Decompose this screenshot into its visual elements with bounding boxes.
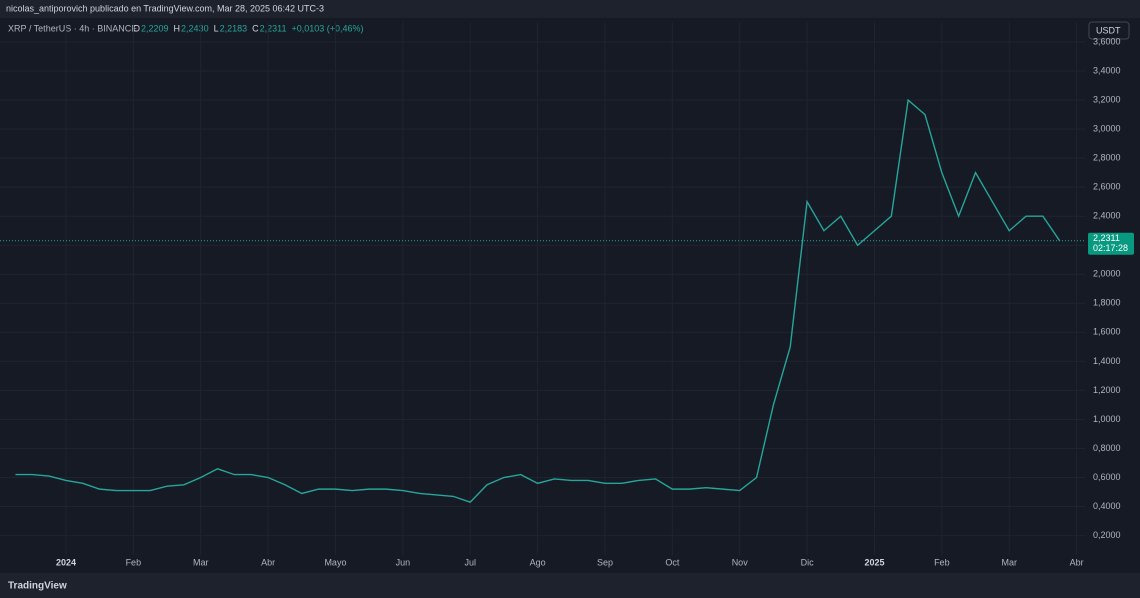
x-tick-label: Nov [732, 557, 749, 567]
ohlc-key: L [214, 23, 219, 33]
price-label-box [1088, 232, 1134, 255]
y-tick-label: 1,2000 [1093, 385, 1121, 395]
currency-button[interactable] [1088, 21, 1130, 40]
bottom-bar [0, 573, 1140, 598]
y-tick-label: 3,4000 [1093, 65, 1121, 75]
y-tick-label: 2,8000 [1093, 153, 1121, 163]
price-label: 2,2311 [1093, 233, 1120, 243]
symbol-name: XRP / TetherUS · 4h · BINANCE [8, 23, 137, 33]
y-tick-label: 1,0000 [1093, 414, 1121, 424]
y-tick-label: 0,2000 [1093, 530, 1121, 540]
y-tick-label: 2,0000 [1093, 269, 1121, 279]
top-bar [0, 0, 1140, 18]
x-tick-label: Mar [193, 557, 209, 567]
x-tick-label: Feb [934, 557, 950, 567]
ohlc-value: 2,2183 [220, 23, 248, 33]
x-tick-label: Oct [665, 557, 680, 567]
change: +0,0103 (+0,46%) [291, 23, 363, 33]
x-tick-label: Mar [1001, 557, 1017, 567]
x-tick-label: Abr [1070, 557, 1084, 567]
y-tick-label: 1,4000 [1093, 356, 1121, 366]
y-tick-label: 3,2000 [1093, 94, 1121, 104]
x-tick-label: Dic [801, 557, 814, 567]
x-tick-label: Mayo [324, 557, 346, 567]
ohlc-key: H [174, 23, 181, 33]
x-tick-label: Ago [530, 557, 546, 567]
ohlc-value: 2,2430 [181, 23, 209, 33]
ohlc: O 2,2209 H 2,2430 L 2,2183 C 2,2311 +0,0103 (+0,… [133, 23, 364, 33]
y-tick-label: 1,6000 [1093, 327, 1121, 337]
x-tick-label: 2024 [56, 557, 76, 567]
y-tick-label: 3,0000 [1093, 123, 1121, 133]
x-tick-label: 2025 [864, 557, 884, 567]
x-tick-label: Jul [464, 557, 476, 567]
ohlc-value: 2,2209 [141, 23, 169, 33]
ohlc-value: 2,2311 [260, 23, 287, 33]
x-tick-label: Jun [396, 557, 411, 567]
y-tick-label: 3,6000 [1093, 36, 1121, 46]
ohlc-key: C [252, 23, 259, 33]
x-tick-label: Sep [597, 557, 613, 567]
y-tick-label: 0,6000 [1093, 472, 1121, 482]
price-line [15, 98, 1061, 503]
ohlc-key: O [133, 23, 140, 33]
y-tick-label: 0,8000 [1093, 443, 1121, 453]
brand: TradingView [8, 581, 67, 592]
y-tick-label: 1,8000 [1093, 298, 1121, 308]
price-countdown: 02:17:28 [1093, 243, 1128, 253]
y-tick-label: 2,6000 [1093, 182, 1121, 192]
x-tick-label: Feb [126, 557, 142, 567]
x-tick-label: Abr [261, 557, 275, 567]
author-line: nicolas_antiporovich publicado en Tradin… [6, 3, 324, 13]
y-tick-label: 0,4000 [1093, 501, 1121, 511]
currency[interactable]: USDT [1096, 25, 1121, 35]
y-tick-label: 2,4000 [1093, 211, 1121, 221]
